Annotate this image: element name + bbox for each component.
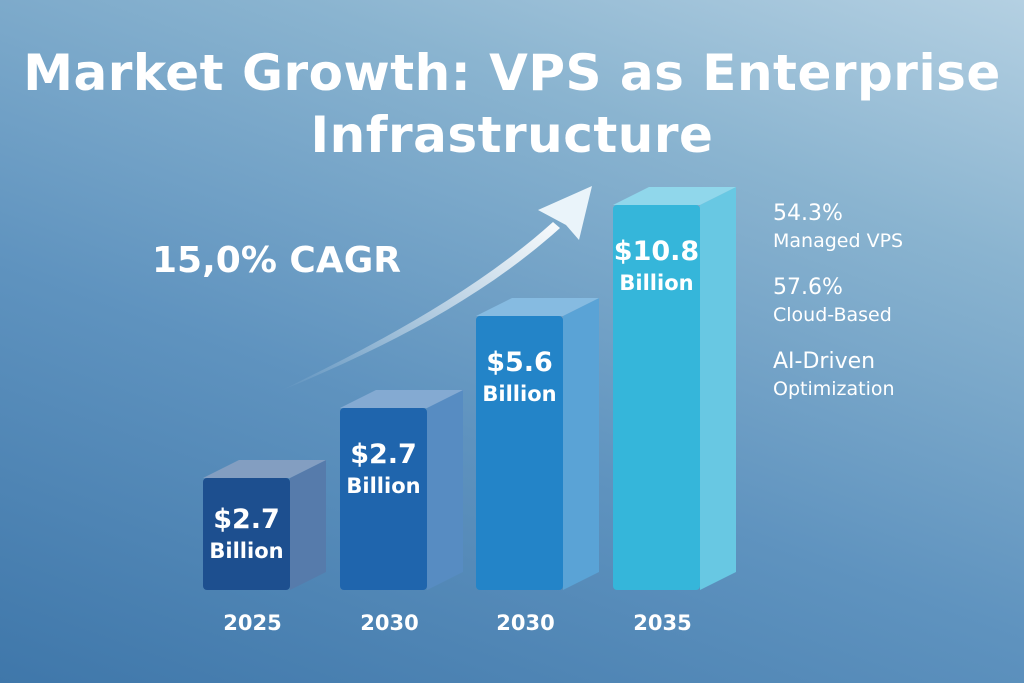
stat-label: Cloud-Based: [773, 304, 892, 326]
bar-unit-label: Billion: [209, 539, 283, 563]
stat-cloud-based: 57.6% Cloud-Based: [773, 274, 903, 328]
bar-unit-label: Billion: [346, 474, 420, 498]
bar-value-label: $2.7: [213, 504, 280, 535]
x-tick-label: 2035: [633, 611, 691, 635]
bar-side: [290, 460, 326, 590]
stat-ai-driven: AI-Driven Optimization: [773, 348, 903, 402]
x-tick-label: 2030: [496, 611, 554, 635]
bar-value-label: $2.7: [350, 439, 417, 470]
stat-label: Optimization: [773, 378, 895, 400]
bar-top: [340, 390, 463, 408]
stat-value: 57.6%: [773, 275, 843, 300]
growth-arrow-icon: [278, 186, 592, 392]
bar-side: [700, 187, 736, 590]
stat-managed-vps: 54.3% Managed VPS: [773, 200, 903, 254]
x-tick-label: 2030: [360, 611, 418, 635]
bar: [340, 408, 427, 590]
cagr-annotation: 15,0% CAGR: [152, 240, 401, 281]
stat-label: Managed VPS: [773, 230, 904, 252]
bar-top: [476, 298, 599, 316]
chart-title: Market Growth: VPS as Enterprise Infrast…: [23, 44, 1001, 164]
stat-value: AI-Driven: [773, 349, 876, 374]
stats-list: 54.3% Managed VPS 57.6% Cloud-Based AI-D…: [773, 200, 903, 422]
bar-unit-label: Billion: [482, 382, 556, 406]
x-tick-label: 2025: [223, 611, 281, 635]
bar-side: [563, 298, 599, 590]
bar: [476, 316, 563, 590]
stat-value: 54.3%: [773, 201, 843, 226]
bar-value-label: $10.8: [614, 236, 699, 267]
bar-unit-label: Billion: [619, 271, 693, 295]
bar-value-label: $5.6: [486, 347, 553, 378]
bar: [613, 205, 700, 590]
bar-side: [427, 390, 463, 590]
bar: [203, 478, 290, 590]
bar-top: [203, 460, 326, 478]
bar-top: [613, 187, 736, 205]
